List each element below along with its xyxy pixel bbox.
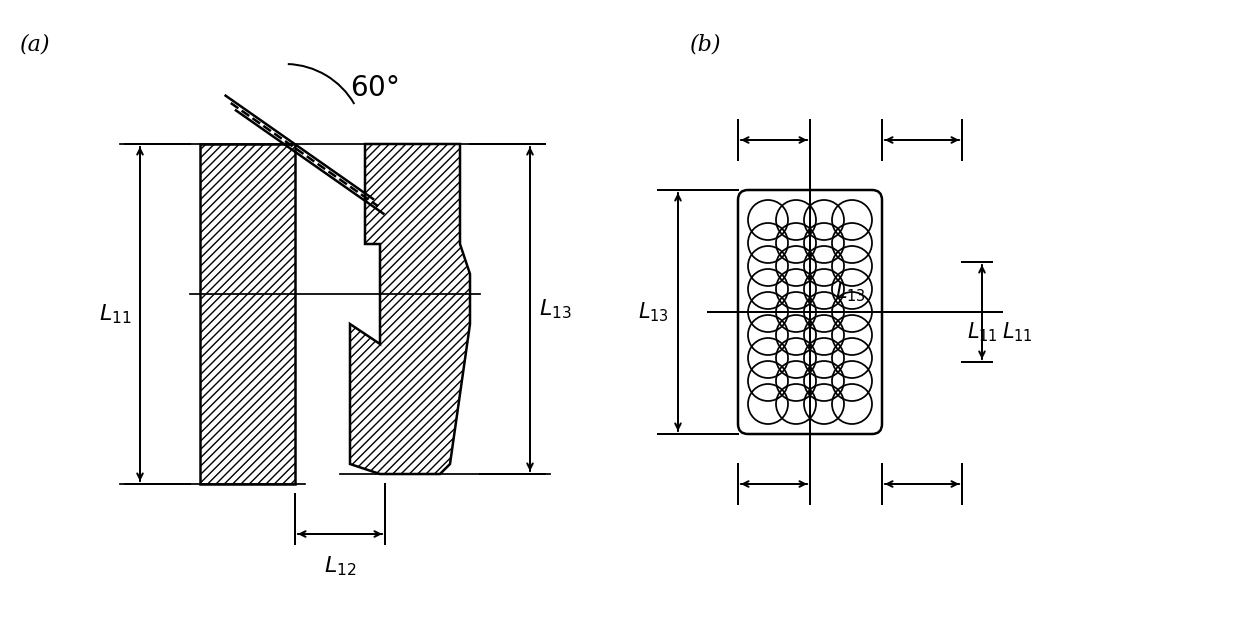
Polygon shape (350, 144, 470, 474)
Text: (a): (a) (20, 34, 51, 56)
Text: $L_{13}$: $L_{13}$ (637, 300, 668, 324)
Text: (b): (b) (689, 34, 722, 56)
Polygon shape (200, 144, 295, 484)
Text: $60°$: $60°$ (350, 76, 398, 102)
Text: $L_{13}$: $L_{13}$ (835, 280, 866, 304)
Text: $L_{11}$: $L_{11}$ (967, 320, 998, 344)
Text: $L_{13}$: $L_{13}$ (538, 297, 572, 321)
Text: $L_{11}$: $L_{11}$ (1002, 320, 1033, 344)
Text: $L_{12}$: $L_{12}$ (324, 554, 356, 578)
Text: $L_{11}$: $L_{11}$ (99, 302, 131, 326)
